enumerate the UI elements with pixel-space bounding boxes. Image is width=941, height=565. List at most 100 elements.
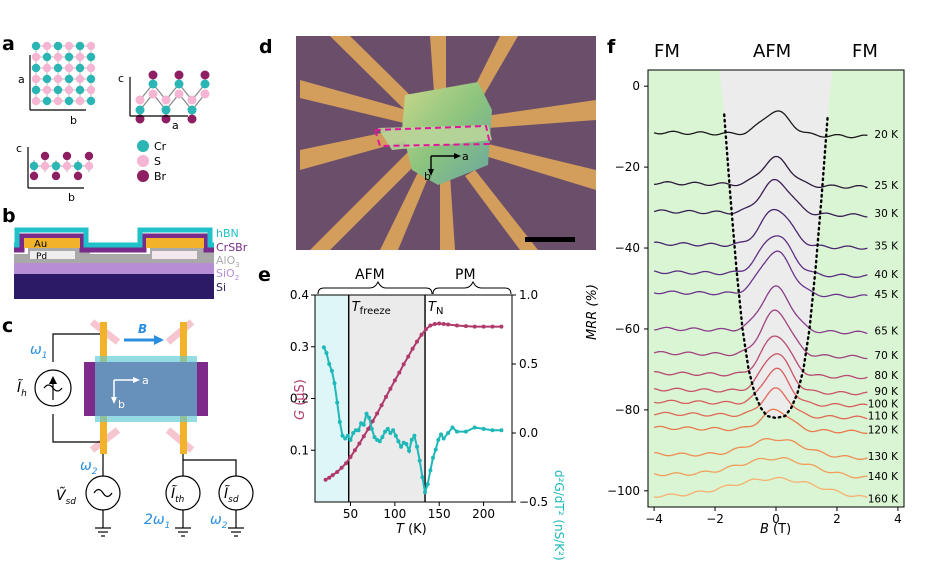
series-45K-line bbox=[653, 250, 868, 299]
atom bbox=[174, 79, 184, 89]
atom bbox=[64, 41, 74, 51]
y-tick-label: −100 bbox=[607, 484, 640, 498]
atom bbox=[200, 70, 210, 80]
atom bbox=[51, 161, 61, 171]
series-d2G/dT2-point bbox=[433, 447, 438, 452]
series-G-point bbox=[375, 411, 380, 416]
atom bbox=[53, 74, 63, 84]
series-d2G/dT2-point bbox=[348, 437, 353, 442]
atom bbox=[86, 52, 96, 62]
sd-current-meter bbox=[218, 475, 254, 511]
chart-e-y2label: d²G/dT² (nS/K²) bbox=[552, 470, 566, 561]
series-label: 120 K bbox=[868, 425, 899, 437]
legend-br: Br bbox=[154, 170, 167, 183]
atom bbox=[135, 105, 145, 115]
atom bbox=[148, 89, 158, 99]
series-d2G/dT2-point bbox=[481, 426, 486, 431]
axis-b-label-c: b bbox=[118, 398, 125, 411]
atom bbox=[75, 74, 85, 84]
series-G-point bbox=[432, 322, 437, 326]
y-tick-label: −80 bbox=[615, 403, 640, 417]
series-d2G/dT2-point bbox=[412, 433, 417, 438]
panel-a: a a b c a c b Cr S Br bbox=[2, 33, 210, 204]
chart-f-axes: −4 −2 0 2 40−20−40−60−80−100 bbox=[607, 79, 902, 526]
series-G-point bbox=[384, 394, 388, 399]
series-d2G/dT2-point bbox=[369, 426, 374, 431]
atom bbox=[40, 161, 50, 171]
atom bbox=[31, 63, 41, 73]
series-100K-line bbox=[653, 367, 868, 408]
series-d2G/dT2-point bbox=[472, 425, 477, 430]
series-90K-line bbox=[653, 353, 868, 396]
series-label: 130 K bbox=[868, 451, 899, 463]
legend-s: S bbox=[154, 155, 161, 168]
axis-c-label: c bbox=[118, 72, 124, 85]
atom bbox=[148, 79, 158, 89]
atom bbox=[86, 96, 96, 106]
series-G-point bbox=[339, 465, 344, 470]
atom bbox=[42, 74, 52, 84]
series-G-point bbox=[419, 332, 424, 337]
series-G-point bbox=[388, 386, 393, 391]
series-G-point bbox=[455, 323, 459, 328]
y-tick-label: −60 bbox=[615, 322, 640, 336]
region-pm-label-e: PM bbox=[455, 267, 476, 283]
metal-leads bbox=[300, 36, 596, 250]
crsbr-layer bbox=[14, 233, 214, 253]
atom bbox=[53, 52, 63, 62]
series-d2G/dT2-point bbox=[335, 400, 340, 405]
atom bbox=[161, 105, 171, 115]
chart-e-axes: 50 100 150 200 0.1 0.2 0.3 0.4 −0.5 0.0 0.5 1.0 bbox=[290, 288, 548, 521]
atom bbox=[187, 95, 197, 105]
series-d2G/dT2-point bbox=[372, 435, 377, 440]
series-d2G/dT2-point bbox=[425, 482, 430, 487]
series-130K-line bbox=[654, 438, 868, 460]
axis-a-label-d: a bbox=[462, 150, 469, 163]
chart-e-series bbox=[321, 321, 504, 495]
afm-region-fill bbox=[719, 70, 833, 418]
omega2-label: ω2 bbox=[80, 458, 98, 477]
legend-crsbr: CrSBr bbox=[216, 241, 248, 254]
series-d2G/dT2-point bbox=[420, 475, 425, 480]
series-G-point bbox=[357, 441, 362, 446]
field-label: B bbox=[138, 322, 147, 336]
x-tick-label: −4 bbox=[645, 512, 663, 526]
au-electrode-left bbox=[24, 238, 80, 248]
ground-icon-2 bbox=[175, 527, 191, 537]
si-layer bbox=[14, 273, 214, 299]
atom bbox=[187, 114, 197, 124]
series-110K-line bbox=[654, 387, 868, 420]
y-tick-label: −20 bbox=[615, 160, 640, 174]
series-d2G/dT2-point bbox=[367, 415, 372, 420]
br-atom-icon bbox=[137, 170, 149, 182]
y2-tick-label: 0.5 bbox=[519, 357, 538, 371]
chart-e-plot-area bbox=[315, 295, 504, 502]
atom bbox=[53, 63, 63, 73]
series-G-point bbox=[428, 323, 433, 328]
atom bbox=[84, 161, 94, 171]
atom bbox=[29, 171, 39, 181]
series-d2G/dT2-point bbox=[321, 345, 326, 350]
series-G-point bbox=[401, 362, 406, 367]
series-label: 110 K bbox=[868, 411, 899, 423]
series-G-point bbox=[361, 434, 366, 439]
scale-bar bbox=[525, 237, 575, 242]
series-G-point bbox=[327, 475, 332, 480]
atom bbox=[187, 105, 197, 115]
atom bbox=[64, 85, 74, 95]
series-d2G/dT2-point bbox=[399, 444, 404, 449]
atom bbox=[84, 151, 94, 161]
region-afm-label-e: AFM bbox=[355, 267, 385, 283]
series-25K-line bbox=[654, 155, 868, 189]
legend-cr: Cr bbox=[154, 140, 167, 153]
s-atom-icon bbox=[137, 155, 149, 167]
axis-b-label: b bbox=[70, 114, 77, 127]
series-G-point bbox=[472, 324, 477, 329]
series-d2G/dT2-point bbox=[388, 431, 393, 435]
series-label: 65 K bbox=[874, 326, 899, 338]
series-d2G/dT2-point bbox=[499, 428, 504, 433]
series-d2G/dT2-point bbox=[396, 439, 401, 444]
series-label: 160 K bbox=[868, 493, 899, 505]
series-d2G/dT2-point bbox=[391, 428, 396, 433]
panel-d: d a b bbox=[259, 36, 596, 250]
